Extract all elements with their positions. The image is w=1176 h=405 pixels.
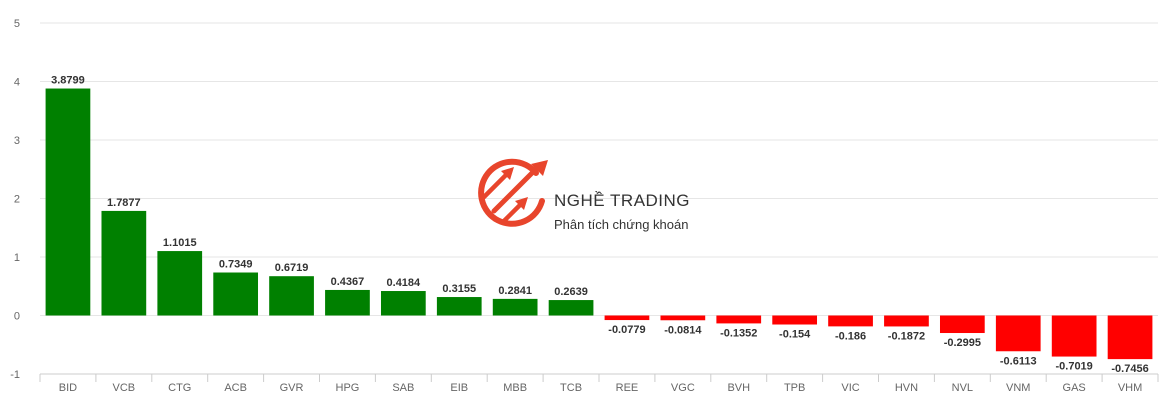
bar-gas[interactable] xyxy=(1051,315,1097,357)
x-tick-label: GVR xyxy=(280,382,304,394)
data-label: 1.1015 xyxy=(163,237,197,249)
data-label: -0.7456 xyxy=(1111,363,1148,375)
watermark-tagline: Phân tích chứng khoán xyxy=(554,217,688,232)
data-labels: 3.8799 1.7877 1.1015 0.7349 0.6719 0.4367 0.41… xyxy=(51,75,1149,376)
y-tick-label: 1 xyxy=(14,252,20,264)
x-tick-label: ACB xyxy=(224,382,247,394)
data-label: 0.2841 xyxy=(498,285,532,297)
x-tick-label: REE xyxy=(616,382,639,394)
bar-nvl[interactable] xyxy=(939,315,985,334)
x-tick-label: TPB xyxy=(784,382,805,394)
y-tick-label: 3 xyxy=(14,135,20,147)
x-tick-label: VNM xyxy=(1006,382,1030,394)
bar-ree[interactable] xyxy=(604,315,650,321)
x-tick-label: SAB xyxy=(392,382,414,394)
data-label: -0.186 xyxy=(835,330,866,342)
x-tick-label: BID xyxy=(59,382,77,394)
bar-hvn[interactable] xyxy=(884,315,929,327)
x-tick-label: BVH xyxy=(727,382,750,394)
x-tick-label: VIC xyxy=(841,382,859,394)
bar-eib[interactable] xyxy=(436,297,482,316)
data-label: 0.7349 xyxy=(219,259,253,271)
x-tick-label: HPG xyxy=(336,382,360,394)
bar-bvh[interactable] xyxy=(716,315,762,324)
data-label: -0.6113 xyxy=(1000,355,1037,367)
data-label: 3.8799 xyxy=(51,75,85,87)
data-label: 0.6719 xyxy=(275,262,309,274)
bar-bid[interactable] xyxy=(45,88,91,316)
y-tick-label: -1 xyxy=(10,369,20,381)
data-label: -0.154 xyxy=(779,329,811,341)
watermark-brand: NGHỀ TRADING xyxy=(554,191,690,210)
data-label: 0.4184 xyxy=(387,277,422,289)
rising-arrows-circle-icon xyxy=(478,158,548,227)
data-label: 0.4367 xyxy=(331,276,365,288)
bar-mbb[interactable] xyxy=(492,298,538,316)
bar-vic[interactable] xyxy=(828,315,873,327)
data-label: -0.1872 xyxy=(888,330,925,342)
bar-hpg[interactable] xyxy=(325,289,370,316)
bar-tpb[interactable] xyxy=(772,315,818,325)
x-tick-label: VCB xyxy=(113,382,136,394)
data-label: 0.3155 xyxy=(442,283,476,295)
data-label: -0.0779 xyxy=(608,324,645,336)
bar-tcb[interactable] xyxy=(548,300,594,316)
data-label: -0.1352 xyxy=(720,327,757,339)
y-tick-label: 2 xyxy=(14,194,20,206)
x-axis-ticks: BID VCB CTG ACB GVR HPG SAB EIB MBB TCB REE VGC BVH T… xyxy=(39,373,1159,394)
bar-vcb[interactable] xyxy=(101,210,147,316)
x-tick-label: VHM xyxy=(1118,382,1142,394)
x-tick-label: VGC xyxy=(671,382,695,394)
bars xyxy=(45,88,1153,360)
bar-vhm[interactable] xyxy=(1107,315,1153,360)
x-tick-label: MBB xyxy=(503,382,527,394)
data-label: 1.7877 xyxy=(107,197,141,209)
data-label: -0.0814 xyxy=(664,324,702,336)
y-axis-ticks: -1 0 1 2 3 4 5 xyxy=(10,18,20,381)
x-tick-label: TCB xyxy=(560,382,582,394)
y-tick-label: 0 xyxy=(14,311,20,323)
x-tick-label: CTG xyxy=(168,382,191,394)
x-tick-label: GAS xyxy=(1063,382,1086,394)
bar-acb[interactable] xyxy=(213,272,259,316)
watermark: NGHỀ TRADING Phân tích chứng khoán xyxy=(478,158,690,232)
bar-ctg[interactable] xyxy=(157,251,203,316)
bar-vnm[interactable] xyxy=(995,315,1041,352)
x-tick-label: NVL xyxy=(952,382,973,394)
bar-vgc[interactable] xyxy=(660,315,706,321)
bar-sab[interactable] xyxy=(380,291,426,316)
data-label: -0.7019 xyxy=(1055,361,1092,373)
y-tick-label: 4 xyxy=(14,77,20,89)
data-label: 0.2639 xyxy=(554,286,588,298)
x-tick-label: HVN xyxy=(895,382,918,394)
bar-gvr[interactable] xyxy=(269,276,314,316)
y-tick-label: 5 xyxy=(14,18,20,30)
data-label: -0.2995 xyxy=(944,337,981,349)
x-tick-label: EIB xyxy=(450,382,468,394)
